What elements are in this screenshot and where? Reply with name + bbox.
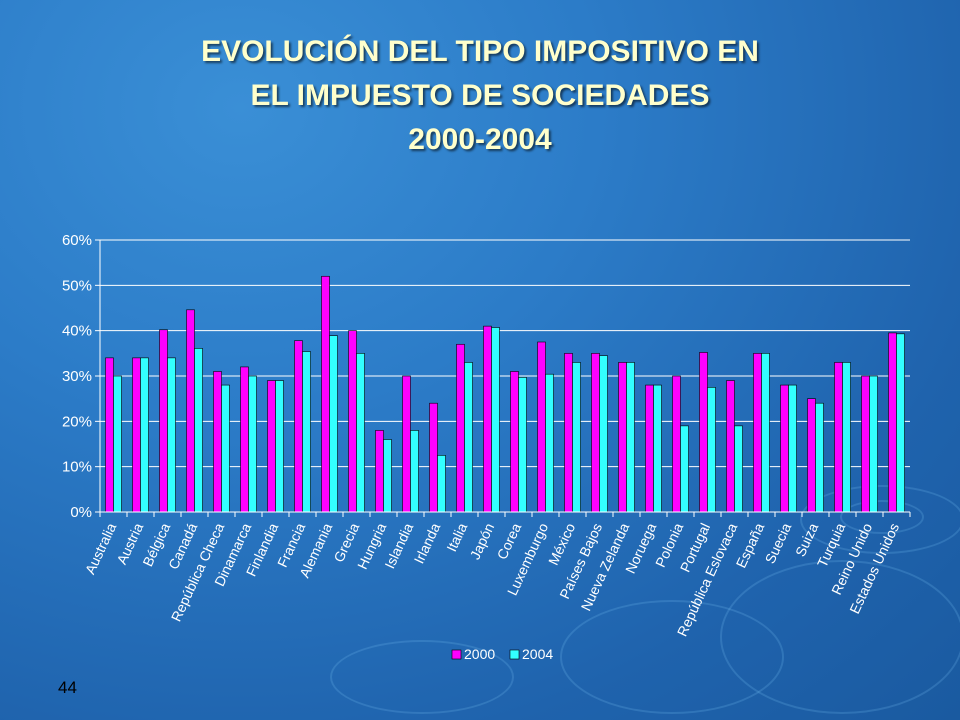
bar-2000-4 xyxy=(213,371,222,513)
bar-2004-21 xyxy=(680,425,689,513)
title-line-1: EVOLUCIÓN DEL TIPO IMPOSITIVO EN xyxy=(201,35,759,68)
axes xyxy=(99,240,911,517)
bar-2000-15 xyxy=(510,371,519,513)
bars xyxy=(105,275,905,513)
bar-2000-3 xyxy=(186,309,195,513)
bar-2000-18 xyxy=(591,353,600,513)
legend: 2000 2004 xyxy=(451,646,553,662)
bar-2000-21 xyxy=(672,375,681,513)
bar-2004-10 xyxy=(383,439,392,513)
bar-2000-11 xyxy=(402,375,411,513)
bar-2000-28 xyxy=(861,375,870,513)
bar-2004-29 xyxy=(896,333,905,513)
bar-2000-24 xyxy=(753,353,762,513)
bar-2004-24 xyxy=(761,353,770,513)
bar-2004-9 xyxy=(356,353,365,513)
bar-2000-17 xyxy=(564,353,573,513)
x-tick-label: Suiza xyxy=(792,520,821,559)
grid-lines xyxy=(95,239,910,513)
bar-2004-0 xyxy=(113,375,122,513)
bar-2000-19 xyxy=(618,362,627,513)
bar-2004-28 xyxy=(869,375,878,513)
bar-2000-16 xyxy=(537,341,546,513)
bar-2004-22 xyxy=(707,387,716,513)
bar-2000-5 xyxy=(240,366,249,513)
bar-2000-23 xyxy=(726,380,735,513)
y-tick-label: 0% xyxy=(70,504,92,521)
bar-2004-5 xyxy=(248,375,257,513)
bar-2000-25 xyxy=(780,384,789,513)
bar-2004-2 xyxy=(167,357,176,513)
bar-2004-12 xyxy=(437,455,446,513)
bar-2004-3 xyxy=(194,348,203,513)
bar-2000-8 xyxy=(321,275,330,513)
title-line-2: EL IMPUESTO DE SOCIEDADES xyxy=(250,79,710,112)
bar-2004-14 xyxy=(491,327,500,513)
bar-2000-22 xyxy=(699,352,708,513)
legend-swatch-2000 xyxy=(451,649,462,660)
slide-number: 44 xyxy=(58,678,77,697)
bar-2004-1 xyxy=(140,357,149,513)
bar-2004-13 xyxy=(464,362,473,513)
bar-2000-7 xyxy=(294,340,303,513)
y-tick-label: 60% xyxy=(62,232,92,249)
title-line-3: 2000-2004 xyxy=(408,123,552,156)
x-tick-label: Australia xyxy=(82,520,120,576)
bar-2000-2 xyxy=(159,329,168,513)
bar-2004-26 xyxy=(815,402,824,513)
bar-2004-15 xyxy=(518,377,527,513)
bar-2000-27 xyxy=(834,362,843,513)
legend-label-2000: 2000 xyxy=(464,646,495,662)
ripple-decoration xyxy=(800,485,960,554)
x-tick-label: Italia xyxy=(443,520,470,554)
bar-2000-13 xyxy=(456,343,465,513)
legend-label-2004: 2004 xyxy=(522,646,553,662)
bar-2000-12 xyxy=(429,402,438,513)
bar-2004-8 xyxy=(329,335,338,513)
y-tick-label: 50% xyxy=(62,277,92,294)
bar-2000-26 xyxy=(807,398,816,513)
bar-2004-23 xyxy=(734,425,743,513)
bar-2000-14 xyxy=(483,325,492,513)
bar-2000-1 xyxy=(132,357,141,513)
bar-2000-0 xyxy=(105,357,114,513)
legend-swatch-2004 xyxy=(509,649,520,660)
bar-2004-16 xyxy=(545,373,554,513)
y-tick-labels: 0% 10% 20% 30% 40% 50% 60% xyxy=(62,232,92,521)
bar-2004-19 xyxy=(626,362,635,513)
ripple-decoration xyxy=(330,640,514,714)
bar-2004-25 xyxy=(788,384,797,513)
bar-2004-17 xyxy=(572,362,581,513)
bar-2004-18 xyxy=(599,355,608,513)
y-tick-label: 40% xyxy=(62,323,92,340)
bar-2004-20 xyxy=(653,384,662,513)
slide-title: EVOLUCIÓN DEL TIPO IMPOSITIVO EN EL IMPU… xyxy=(0,30,960,162)
bar-2004-27 xyxy=(842,362,851,513)
bar-2004-6 xyxy=(275,380,284,513)
bar-2004-4 xyxy=(221,384,230,513)
bar-2000-20 xyxy=(645,384,654,513)
bar-2000-6 xyxy=(267,380,276,513)
y-tick-label: 20% xyxy=(62,413,92,430)
bar-2000-9 xyxy=(348,330,357,513)
bar-2004-7 xyxy=(302,351,311,513)
bar-2004-11 xyxy=(410,430,419,513)
bar-2000-10 xyxy=(375,430,384,513)
ripple-decoration xyxy=(560,600,784,714)
y-tick-label: 30% xyxy=(62,368,92,385)
bar-2000-29 xyxy=(888,332,897,513)
y-tick-label: 10% xyxy=(62,459,92,476)
